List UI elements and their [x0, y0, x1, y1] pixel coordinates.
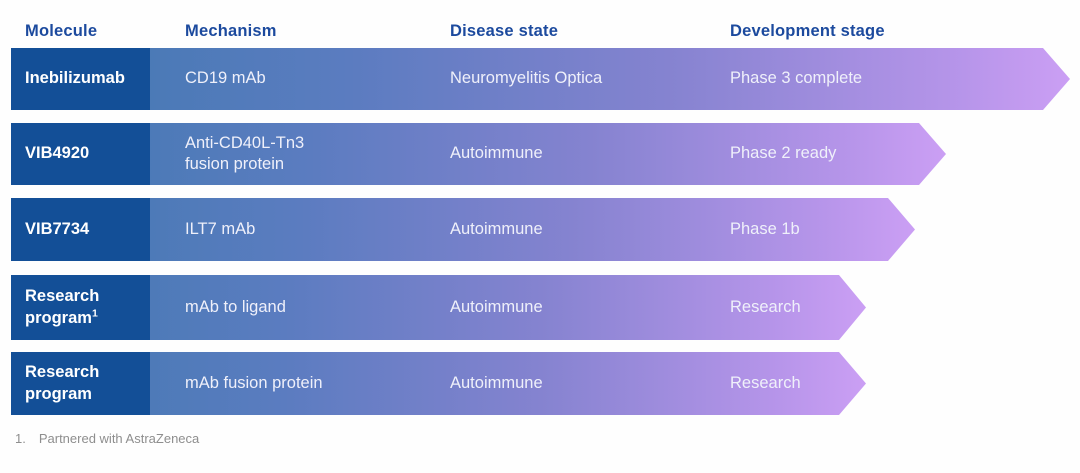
molecule-label: Inebilizumab: [25, 68, 125, 90]
column-header-development-stage: Development stage: [730, 22, 885, 40]
mechanism-line1: ILT7 mAb: [185, 219, 256, 238]
mechanism-cell: mAb to ligand: [185, 275, 286, 340]
molecule-label: VIB7734: [25, 219, 89, 241]
disease-state-cell: Autoimmune: [450, 219, 543, 238]
mechanism-line1: Anti-CD40L-Tn3: [185, 133, 305, 152]
mechanism-line2: fusion protein: [185, 155, 285, 173]
pipeline-row: Research program mAb fusion protein Auto…: [11, 352, 866, 415]
molecule-box: VIB4920: [11, 123, 150, 185]
disease-state-cell: Autoimmune: [450, 144, 543, 163]
mechanism-cell: Anti-CD40L-Tn3 fusion protein: [185, 123, 304, 185]
molecule-label: VIB4920: [25, 143, 89, 165]
arrow-bar: VIB4920 Anti-CD40L-Tn3 fusion protein Au…: [11, 123, 946, 185]
footnote-text: Partnered with AstraZeneca: [38, 431, 200, 446]
mechanism-line1: mAb to ligand: [185, 297, 286, 316]
disease-state-cell: Autoimmune: [450, 297, 543, 316]
footnote: 1. Partnered with AstraZeneca: [15, 431, 199, 446]
development-stage-cell: Phase 3 complete: [730, 69, 863, 88]
development-stage-cell: Research: [730, 297, 801, 316]
pipeline-row: Inebilizumab CD19 mAb Neuromyelitis Opti…: [11, 48, 1070, 110]
column-header-molecule: Molecule: [25, 22, 98, 40]
column-header-disease-state: Disease state: [450, 22, 559, 40]
molecule-name: VIB4920: [25, 144, 90, 163]
molecule-name: Inebilizumab: [25, 69, 125, 88]
molecule-box: Inebilizumab: [11, 48, 150, 110]
mechanism-cell: mAb fusion protein: [185, 352, 323, 415]
disease-state-cell: Neuromyelitis Optica: [450, 69, 603, 88]
molecule-footnote-ref: 1: [91, 307, 98, 319]
molecule-box: VIB7734: [11, 198, 150, 261]
mechanism-line1: CD19 mAb: [185, 69, 266, 88]
arrow-bar: Research program mAb fusion protein Auto…: [11, 352, 866, 415]
development-stage-cell: Research: [730, 373, 801, 392]
molecule-name: Research program: [25, 286, 100, 327]
mechanism-cell: CD19 mAb: [185, 48, 266, 110]
development-stage-cell: Phase 2 ready: [730, 144, 837, 163]
molecule-box: Research program: [11, 352, 150, 415]
mechanism-cell: ILT7 mAb: [185, 198, 255, 261]
disease-state-cell: Autoimmune: [450, 373, 543, 392]
development-stage-cell: Phase 1b: [730, 219, 800, 238]
pipeline-row: VIB4920 Anti-CD40L-Tn3 fusion protein Au…: [11, 123, 946, 185]
arrow-bar: Research program1 mAb to ligand Autoimmu…: [11, 275, 866, 340]
molecule-label: Research program: [25, 362, 150, 406]
molecule-label: Research program1: [25, 286, 150, 330]
molecule-name: VIB7734: [25, 219, 90, 238]
mechanism-line1: mAb fusion protein: [185, 373, 323, 392]
footnote-marker: 1.: [15, 431, 26, 446]
molecule-name: Research program: [25, 362, 100, 403]
column-header-mechanism: Mechanism: [185, 22, 277, 40]
pipeline-row: Research program1 mAb to ligand Autoimmu…: [11, 275, 866, 340]
arrow-bar: Inebilizumab CD19 mAb Neuromyelitis Opti…: [11, 48, 1070, 110]
arrow-bar: VIB7734 ILT7 mAb Autoimmune Phase 1b: [11, 198, 915, 261]
pipeline-row: VIB7734 ILT7 mAb Autoimmune Phase 1b: [11, 198, 915, 261]
molecule-box: Research program1: [11, 275, 150, 340]
